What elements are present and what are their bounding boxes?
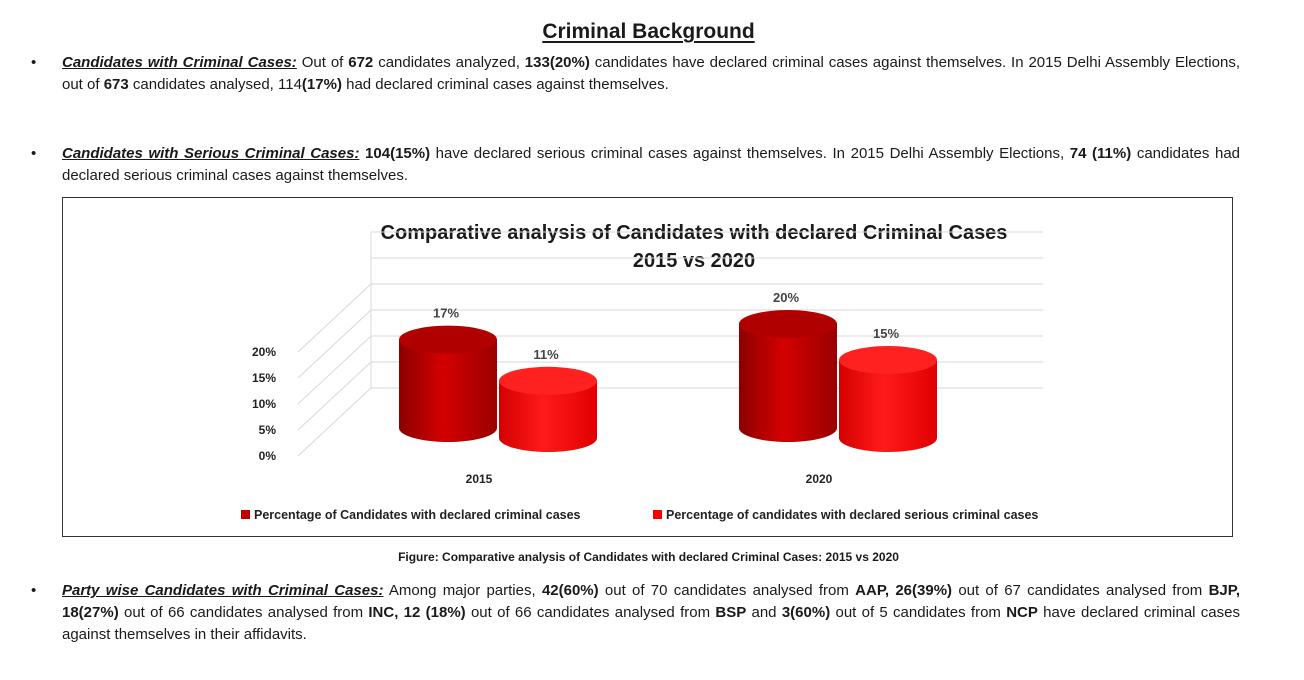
bar-cylinder-top — [499, 366, 597, 395]
gridline-depth — [297, 387, 372, 457]
chart-title: Comparative analysis of Candidates with … — [381, 222, 1008, 244]
legend-label: Percentage of Candidates with declared c… — [254, 508, 581, 522]
bold-figure: 3(60%) — [781, 604, 831, 621]
text-run: Out of — [296, 54, 349, 71]
bold-figure: 104(15%) — [365, 145, 431, 162]
bar-cylinder-top — [839, 346, 937, 374]
gridline-depth — [297, 309, 372, 379]
gridline-depth — [297, 335, 372, 405]
bullet-serious-criminal-cases: • Candidates with Serious Criminal Cases… — [31, 143, 1240, 187]
chart-container: Comparative analysis of Candidates with … — [62, 197, 1233, 537]
x-tick-label: 2020 — [806, 472, 833, 486]
bold-figure: 42(60%) — [541, 582, 599, 599]
bullet-lead: Candidates with Criminal Cases: — [62, 54, 297, 71]
bar-chart: Comparative analysis of Candidates with … — [241, 222, 1043, 522]
y-tick-label: 10% — [252, 397, 276, 411]
bar-cylinder-top — [399, 325, 497, 354]
bar-cylinder-body — [839, 360, 937, 452]
bar-cylinder-top — [739, 310, 837, 338]
y-tick-label: 20% — [252, 345, 276, 359]
bold-figure: NCP — [1006, 604, 1038, 621]
gridline-depth — [297, 361, 372, 431]
bullet-dot-icon: • — [31, 54, 37, 71]
text-run: candidates have declared criminal cases … — [62, 54, 1240, 93]
data-label: 17% — [433, 306, 459, 321]
y-tick-label: 0% — [259, 449, 277, 463]
bar-cylinder-body — [399, 339, 497, 442]
bullet-text: Among major parties, 42(60%) out of 70 c… — [62, 582, 1240, 643]
bold-figure: AAP, 26(39%) — [855, 582, 953, 599]
text-run: out of 5 candidates from — [830, 604, 1007, 621]
bold-figure: INC, 12 (18%) — [368, 604, 466, 621]
text-run: have declared serious criminal cases aga… — [430, 145, 1070, 162]
bold-figure: BJP, 18(27%) — [62, 582, 1240, 621]
legend-swatch — [241, 510, 250, 519]
text-run: out of 67 candidates analysed from — [952, 582, 1209, 599]
data-label: 15% — [873, 326, 899, 341]
page-title: Criminal Background — [542, 20, 755, 43]
text-run: out of 66 candidates analysed from — [118, 604, 369, 621]
figure-caption: Figure: Comparative analysis of Candidat… — [398, 550, 899, 564]
text-run: out of 70 candidates analysed from — [598, 582, 856, 599]
text-run: candidates analysed, 114 — [128, 76, 302, 93]
legend-label: Percentage of candidates with declared s… — [666, 508, 1038, 522]
bold-figure: 74 (11%) — [1069, 145, 1132, 162]
y-tick-label: 5% — [259, 423, 277, 437]
bullet-lead: Candidates with Serious Criminal Cases: — [62, 145, 360, 162]
text-run: and — [746, 604, 782, 621]
gridline-depth — [297, 283, 372, 353]
bar-cylinder-body — [499, 380, 597, 452]
x-tick-label: 2015 — [466, 472, 493, 486]
chart-subtitle: 2015 vs 2020 — [633, 250, 755, 272]
text-run: had declared criminal cases against them… — [341, 76, 669, 93]
text-run: candidates had declared serious criminal… — [62, 145, 1240, 184]
legend-swatch — [653, 510, 662, 519]
bold-figure: 673 — [103, 76, 129, 93]
bar-cylinder-body — [739, 324, 837, 442]
text-run: out of 66 candidates analysed from — [465, 604, 716, 621]
bold-figure: 672 — [348, 54, 374, 71]
bold-figure: (17%) — [301, 76, 342, 93]
bullet-criminal-cases: • Candidates with Criminal Cases: Out of… — [31, 52, 1240, 96]
text-run: candidates analyzed, — [373, 54, 525, 71]
bullet-dot-icon: • — [31, 145, 37, 162]
bold-figure: 133(20%) — [524, 54, 590, 71]
text-run: have declared criminal cases against the… — [62, 604, 1240, 643]
y-tick-label: 15% — [252, 371, 276, 385]
data-label: 20% — [773, 290, 799, 305]
bullet-dot-icon: • — [31, 582, 37, 599]
text-run: Among major parties, — [383, 582, 542, 599]
bold-figure: BSP — [715, 604, 747, 621]
bullet-text: 104(15%) have declared serious criminal … — [62, 145, 1240, 184]
data-label: 11% — [533, 347, 559, 362]
bullet-text: Out of 672 candidates analyzed, 133(20%)… — [62, 54, 1240, 93]
bullet-lead: Party wise Candidates with Criminal Case… — [62, 582, 384, 599]
bullet-party-wise: • Party wise Candidates with Criminal Ca… — [31, 580, 1240, 646]
